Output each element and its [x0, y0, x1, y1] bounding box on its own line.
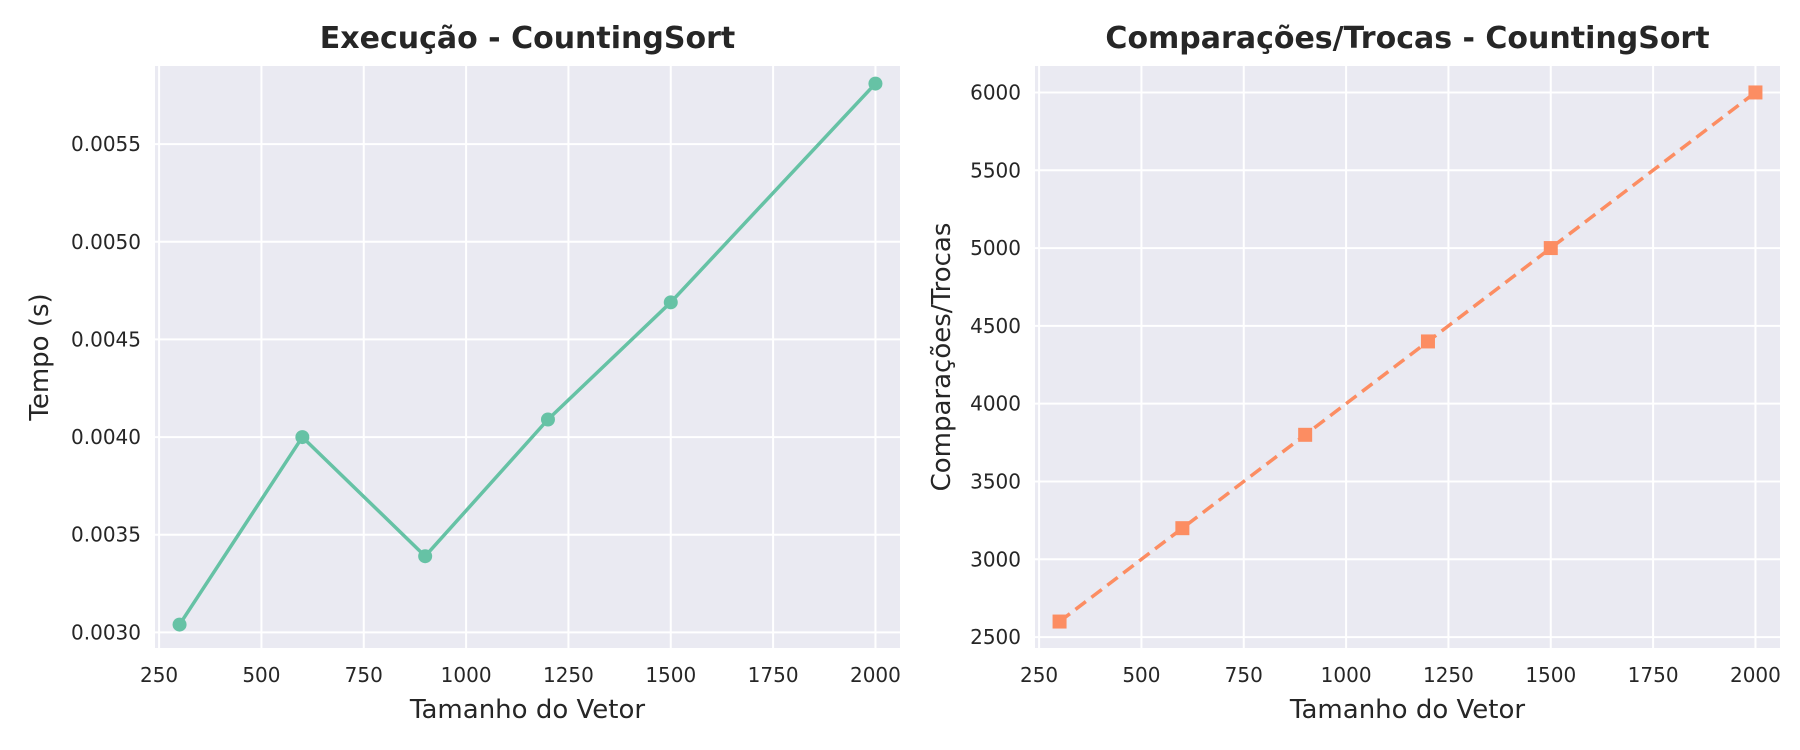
x-tick-label: 1000 — [1321, 663, 1372, 687]
plot-area — [155, 66, 900, 648]
data-point — [663, 295, 678, 310]
y-tick-label: 3000 — [970, 547, 1021, 571]
data-point — [1748, 85, 1763, 100]
x-tick-label: 1500 — [645, 663, 696, 687]
x-tick-label: 1750 — [748, 663, 799, 687]
x-tick-label: 1250 — [1423, 663, 1474, 687]
data-point — [418, 549, 433, 564]
y-tick-label: 4000 — [970, 392, 1021, 416]
plot-area — [1035, 66, 1780, 648]
y-axis-label: Comparações/Trocas — [927, 223, 957, 492]
y-tick-label: 4500 — [970, 314, 1021, 338]
data-point — [1298, 427, 1313, 442]
y-tick-label: 0.0035 — [71, 523, 141, 547]
y-tick-label: 5500 — [970, 158, 1021, 182]
data-point — [172, 617, 187, 632]
x-tick-label: 1250 — [543, 663, 594, 687]
y-tick-label: 6000 — [970, 80, 1021, 104]
y-tick-label: 0.0050 — [71, 230, 141, 254]
x-tick-label: 2000 — [850, 663, 901, 687]
x-axis-label: Tamanho do Vetor — [409, 695, 645, 725]
x-tick-label: 250 — [140, 663, 178, 687]
y-tick-label: 0.0040 — [71, 425, 141, 449]
y-tick-label: 0.0045 — [71, 327, 141, 351]
x-tick-label: 1500 — [1525, 663, 1576, 687]
data-point — [540, 412, 555, 427]
y-tick-label: 5000 — [970, 236, 1021, 260]
y-axis-label: Tempo (s) — [25, 293, 55, 421]
data-point — [868, 76, 883, 91]
x-tick-label: 250 — [1020, 663, 1058, 687]
x-tick-label: 1750 — [1628, 663, 1679, 687]
data-point — [1420, 334, 1435, 349]
data-point — [1052, 614, 1067, 629]
y-tick-label: 3500 — [970, 469, 1021, 493]
panel-comparisons-swaps: 250 500 750 1000 1250 1500 1750 2000 2500 3000 350… — [927, 21, 1781, 725]
chart-title: Comparações/Trocas - CountingSort — [1105, 21, 1709, 56]
x-tick-label: 500 — [1122, 663, 1160, 687]
panel-execution-time: 250 500 750 1000 1250 1500 1750 2000 0.0030 0.003… — [25, 21, 901, 725]
y-tick-label: 0.0055 — [71, 132, 141, 156]
x-tick-label: 750 — [1225, 663, 1263, 687]
chart-title: Execução - CountingSort — [320, 21, 735, 56]
data-point — [1175, 521, 1190, 536]
x-tick-label: 2000 — [1730, 663, 1781, 687]
series-line — [178, 82, 877, 626]
y-tick-label: 0.0030 — [71, 620, 141, 644]
data-point — [1543, 241, 1558, 256]
x-tick-label: 1000 — [441, 663, 492, 687]
x-tick-label: 500 — [242, 663, 280, 687]
data-point — [295, 430, 310, 445]
series-line — [1058, 91, 1757, 623]
y-tick-label: 2500 — [970, 625, 1021, 649]
x-tick-label: 750 — [345, 663, 383, 687]
x-axis-label: Tamanho do Vetor — [1289, 695, 1525, 725]
